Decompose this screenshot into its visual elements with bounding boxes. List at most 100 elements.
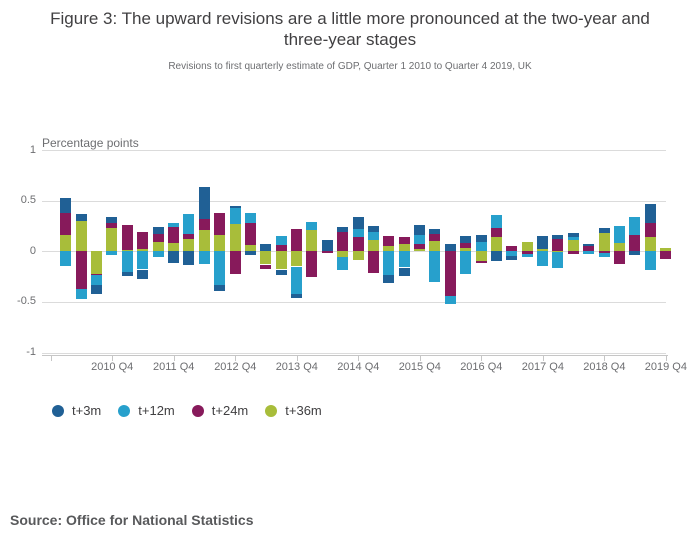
- bar-segment-t+24m-2018-Q2[interactable]: [567, 251, 579, 255]
- bar-segment-t+3m-2012-Q2[interactable]: [198, 186, 210, 219]
- bar-segment-t+36m-2014-Q4[interactable]: [352, 251, 364, 261]
- bar-segment-t+12m-2017-Q1[interactable]: [490, 214, 502, 228]
- bar-segment-t+3m-2011-Q4[interactable]: [167, 251, 179, 264]
- bar-segment-t+3m-2011-Q1[interactable]: [121, 271, 133, 276]
- bar-segment-t+3m-2018-Q1[interactable]: [552, 235, 564, 240]
- bar-segment-t+36m-2018-Q1[interactable]: [552, 251, 564, 253]
- bar-segment-t+36m-2010-Q2[interactable]: [75, 220, 87, 252]
- bar-segment-t+3m-2012-Q3[interactable]: [214, 284, 226, 291]
- bar-segment-t+12m-2013-Q4[interactable]: [291, 266, 302, 294]
- bar-segment-t+24m-2014-Q4[interactable]: [352, 237, 364, 252]
- bar-segment-t+3m-2018-Q2[interactable]: [567, 233, 579, 238]
- legend-item-t36m[interactable]: t+36m: [265, 403, 322, 418]
- bar-segment-t+3m-2010-Q4[interactable]: [106, 216, 118, 223]
- bar-segment-t+24m-2015-Q4[interactable]: [414, 244, 425, 250]
- bar-segment-t+3m-2016-Q1[interactable]: [429, 229, 441, 235]
- bar-segment-t+3m-2011-Q3[interactable]: [152, 227, 164, 235]
- bar-segment-t+3m-2010-Q1[interactable]: [60, 197, 72, 213]
- legend-item-t3m[interactable]: t+3m: [52, 403, 101, 418]
- bar-segment-t+24m-2011-Q4[interactable]: [167, 227, 179, 244]
- bar-segment-t+12m-2016-Q1[interactable]: [429, 251, 441, 282]
- bar-segment-t+24m-2010-Q4[interactable]: [106, 222, 118, 228]
- bar-segment-t+24m-2012-Q3[interactable]: [214, 212, 226, 236]
- bar-segment-t+24m-2012-Q4[interactable]: [229, 251, 241, 274]
- bar-segment-t+12m-2015-Q2[interactable]: [383, 251, 395, 275]
- bar-segment-t+24m-2010-Q2[interactable]: [75, 251, 87, 289]
- bar-segment-t+36m-2018-Q4[interactable]: [598, 233, 610, 252]
- bar-segment-t+36m-2016-Q3[interactable]: [460, 248, 472, 252]
- bar-segment-t+36m-2017-Q1[interactable]: [490, 237, 502, 252]
- bar-segment-t+36m-2017-Q3[interactable]: [521, 242, 533, 252]
- bar-segment-t+36m-2016-Q1[interactable]: [429, 241, 441, 252]
- bar-segment-t+24m-2013-Q1[interactable]: [244, 222, 256, 246]
- bar-segment-t+24m-2018-Q4[interactable]: [598, 251, 610, 254]
- bar-segment-t+36m-2011-Q1[interactable]: [121, 250, 133, 252]
- bar-segment-t+24m-2012-Q2[interactable]: [198, 218, 210, 230]
- bar-segment-t+36m-2010-Q4[interactable]: [106, 228, 118, 252]
- bar-segment-t+36m-2015-Q4[interactable]: [414, 249, 425, 252]
- bar-segment-t+36m-2015-Q1[interactable]: [367, 240, 379, 252]
- bar-segment-t+3m-2012-Q1[interactable]: [183, 251, 195, 266]
- bar-segment-t+24m-2014-Q1[interactable]: [306, 251, 318, 277]
- bar-segment-t+12m-2018-Q1[interactable]: [552, 252, 564, 269]
- bar-segment-t+3m-2013-Q3[interactable]: [275, 269, 287, 275]
- bar-segment-t+24m-2011-Q2[interactable]: [137, 232, 149, 250]
- bar-segment-t+12m-2010-Q2[interactable]: [75, 288, 87, 299]
- bar-segment-t+12m-2011-Q2[interactable]: [137, 251, 149, 270]
- bar-segment-t+12m-2010-Q3[interactable]: [91, 274, 102, 285]
- bar-segment-t+36m-2019-Q3[interactable]: [644, 237, 656, 252]
- bar-segment-t+12m-2010-Q1[interactable]: [60, 251, 72, 267]
- bar-segment-t+3m-2014-Q2[interactable]: [321, 240, 333, 252]
- bar-segment-t+24m-2013-Q4[interactable]: [291, 229, 302, 252]
- bar-segment-t+12m-2014-Q4[interactable]: [352, 229, 364, 238]
- bar-segment-t+3m-2018-Q4[interactable]: [598, 228, 610, 234]
- bar-segment-t+24m-2016-Q2[interactable]: [444, 251, 456, 296]
- bar-segment-t+24m-2019-Q4[interactable]: [660, 251, 672, 260]
- bar-segment-t+12m-2018-Q4[interactable]: [598, 253, 610, 258]
- bar-segment-t+3m-2010-Q3[interactable]: [91, 284, 102, 294]
- bar-segment-t+24m-2018-Q1[interactable]: [552, 239, 564, 252]
- bar-segment-t+3m-2013-Q2[interactable]: [260, 244, 272, 252]
- legend-item-t24m[interactable]: t+24m: [191, 403, 248, 418]
- bar-segment-t+24m-2018-Q3[interactable]: [583, 246, 595, 252]
- bar-segment-t+24m-2013-Q3[interactable]: [275, 245, 287, 252]
- bar-segment-t+24m-2019-Q3[interactable]: [644, 222, 656, 238]
- bar-segment-t+12m-2013-Q3[interactable]: [275, 236, 287, 246]
- bar-segment-t+36m-2017-Q4[interactable]: [537, 249, 549, 252]
- bar-segment-t+24m-2019-Q2[interactable]: [629, 235, 641, 252]
- bar-segment-t+36m-2012-Q1[interactable]: [183, 239, 195, 252]
- bar-segment-t+12m-2019-Q3[interactable]: [644, 251, 656, 271]
- bar-segment-t+36m-2014-Q1[interactable]: [306, 230, 318, 252]
- bar-segment-t+12m-2016-Q2[interactable]: [444, 295, 456, 304]
- bar-segment-t+3m-2018-Q3[interactable]: [583, 244, 595, 247]
- bar-segment-t+24m-2015-Q3[interactable]: [398, 237, 410, 245]
- bar-segment-t+24m-2019-Q1[interactable]: [614, 251, 625, 265]
- bar-segment-t+12m-2015-Q1[interactable]: [367, 232, 379, 241]
- bar-segment-t+36m-2015-Q2[interactable]: [383, 246, 395, 252]
- bar-segment-t+36m-2012-Q2[interactable]: [198, 230, 210, 252]
- bar-segment-t+12m-2011-Q1[interactable]: [121, 251, 133, 272]
- bar-segment-t+36m-2010-Q1[interactable]: [60, 235, 72, 252]
- bar-segment-t+24m-2014-Q2[interactable]: [321, 251, 333, 254]
- bar-segment-t+24m-2015-Q1[interactable]: [367, 251, 379, 273]
- bar-segment-t+36m-2013-Q4[interactable]: [291, 251, 302, 267]
- bar-segment-t+24m-2012-Q1[interactable]: [183, 234, 195, 240]
- bar-segment-t+3m-2017-Q4[interactable]: [537, 236, 549, 250]
- bar-segment-t+12m-2012-Q1[interactable]: [183, 213, 195, 235]
- bar-segment-t+3m-2016-Q3[interactable]: [460, 236, 472, 244]
- bar-segment-t+24m-2011-Q3[interactable]: [152, 234, 164, 243]
- bar-segment-t+24m-2017-Q3[interactable]: [521, 251, 533, 255]
- bar-segment-t+3m-2015-Q3[interactable]: [398, 267, 410, 276]
- bar-segment-t+3m-2010-Q2[interactable]: [75, 213, 87, 221]
- bar-segment-t+3m-2015-Q2[interactable]: [383, 274, 395, 283]
- bar-segment-t+12m-2015-Q3[interactable]: [398, 251, 410, 268]
- bar-segment-t+24m-2010-Q1[interactable]: [60, 212, 72, 236]
- bar-segment-t+12m-2019-Q2[interactable]: [629, 216, 641, 236]
- bar-segment-t+12m-2014-Q3[interactable]: [337, 257, 349, 270]
- bar-segment-t+12m-2011-Q4[interactable]: [167, 222, 179, 227]
- bar-segment-t+36m-2012-Q4[interactable]: [229, 223, 241, 252]
- bar-segment-t+12m-2012-Q4[interactable]: [229, 207, 241, 224]
- bar-segment-t+24m-2017-Q2[interactable]: [506, 246, 518, 252]
- bar-segment-t+36m-2019-Q4[interactable]: [660, 248, 672, 252]
- bar-segment-t+36m-2015-Q3[interactable]: [398, 244, 410, 252]
